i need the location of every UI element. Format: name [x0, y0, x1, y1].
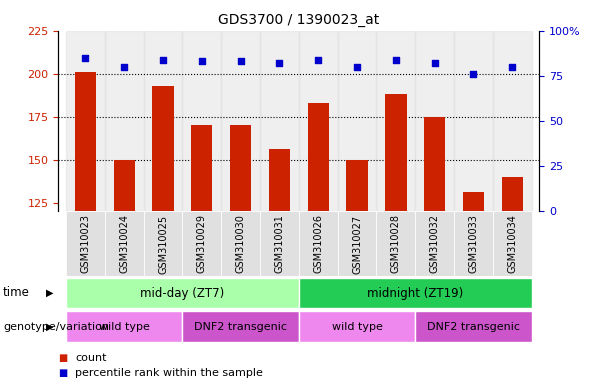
FancyBboxPatch shape	[415, 211, 454, 276]
Bar	[66, 31, 105, 211]
Text: count: count	[75, 353, 107, 363]
FancyBboxPatch shape	[183, 311, 299, 342]
Point	[275, 60, 284, 66]
Bar	[113, 160, 135, 211]
FancyBboxPatch shape	[376, 211, 415, 276]
Bar	[221, 31, 260, 211]
Text: midnight (ZT19): midnight (ZT19)	[367, 287, 463, 300]
Point	[468, 71, 478, 77]
Bar	[143, 31, 183, 211]
Point	[391, 56, 401, 63]
FancyBboxPatch shape	[299, 311, 415, 342]
Text: ■: ■	[58, 353, 67, 363]
Text: GSM310029: GSM310029	[197, 214, 207, 273]
Text: ▶: ▶	[46, 288, 53, 298]
Text: ▶: ▶	[46, 322, 53, 332]
Bar	[415, 31, 454, 211]
Bar	[338, 31, 376, 211]
Point	[197, 58, 207, 65]
Text: GSM310027: GSM310027	[352, 214, 362, 273]
Text: GSM310025: GSM310025	[158, 214, 168, 273]
Point	[313, 56, 323, 63]
Text: DNF2 transgenic: DNF2 transgenic	[427, 321, 520, 332]
Point	[80, 55, 90, 61]
Text: GSM310030: GSM310030	[235, 214, 246, 273]
Bar	[385, 94, 406, 211]
Text: GSM310023: GSM310023	[80, 214, 90, 273]
Bar	[75, 72, 96, 211]
FancyBboxPatch shape	[183, 211, 221, 276]
Bar	[153, 86, 173, 211]
Bar	[299, 31, 338, 211]
Bar	[230, 125, 251, 211]
Point	[236, 58, 246, 65]
FancyBboxPatch shape	[66, 311, 183, 342]
FancyBboxPatch shape	[454, 211, 493, 276]
Point	[430, 60, 440, 66]
Text: GSM310028: GSM310028	[391, 214, 401, 273]
Bar	[105, 31, 143, 211]
Text: GSM310034: GSM310034	[508, 214, 517, 273]
Text: wild type: wild type	[99, 321, 150, 332]
Point	[352, 64, 362, 70]
Text: GSM310026: GSM310026	[313, 214, 323, 273]
FancyBboxPatch shape	[299, 278, 531, 308]
FancyBboxPatch shape	[66, 278, 299, 308]
Bar	[493, 31, 531, 211]
Bar	[424, 117, 445, 211]
Point	[158, 56, 168, 63]
Text: time: time	[3, 286, 30, 300]
Bar	[260, 31, 299, 211]
Text: wild type: wild type	[332, 321, 383, 332]
Bar	[191, 125, 213, 211]
FancyBboxPatch shape	[299, 211, 338, 276]
FancyBboxPatch shape	[260, 211, 299, 276]
Bar	[183, 31, 221, 211]
Bar	[308, 103, 329, 211]
FancyBboxPatch shape	[143, 211, 183, 276]
Text: DNF2 transgenic: DNF2 transgenic	[194, 321, 287, 332]
FancyBboxPatch shape	[66, 211, 105, 276]
FancyBboxPatch shape	[338, 211, 376, 276]
FancyBboxPatch shape	[221, 211, 260, 276]
Text: genotype/variation: genotype/variation	[3, 322, 109, 332]
Point	[120, 64, 129, 70]
Text: GSM310024: GSM310024	[119, 214, 129, 273]
Title: GDS3700 / 1390023_at: GDS3700 / 1390023_at	[218, 13, 379, 27]
Text: ■: ■	[58, 368, 67, 378]
Text: percentile rank within the sample: percentile rank within the sample	[75, 368, 263, 378]
Bar	[346, 160, 368, 211]
Bar	[268, 149, 290, 211]
Text: GSM310032: GSM310032	[430, 214, 440, 273]
Bar	[463, 192, 484, 211]
Text: mid-day (ZT7): mid-day (ZT7)	[140, 287, 224, 300]
Bar	[501, 177, 523, 211]
Text: GSM310031: GSM310031	[275, 214, 284, 273]
Text: GSM310033: GSM310033	[468, 214, 479, 273]
FancyBboxPatch shape	[105, 211, 143, 276]
Bar	[454, 31, 493, 211]
Bar	[376, 31, 415, 211]
Point	[508, 64, 517, 70]
FancyBboxPatch shape	[415, 311, 531, 342]
FancyBboxPatch shape	[493, 211, 531, 276]
